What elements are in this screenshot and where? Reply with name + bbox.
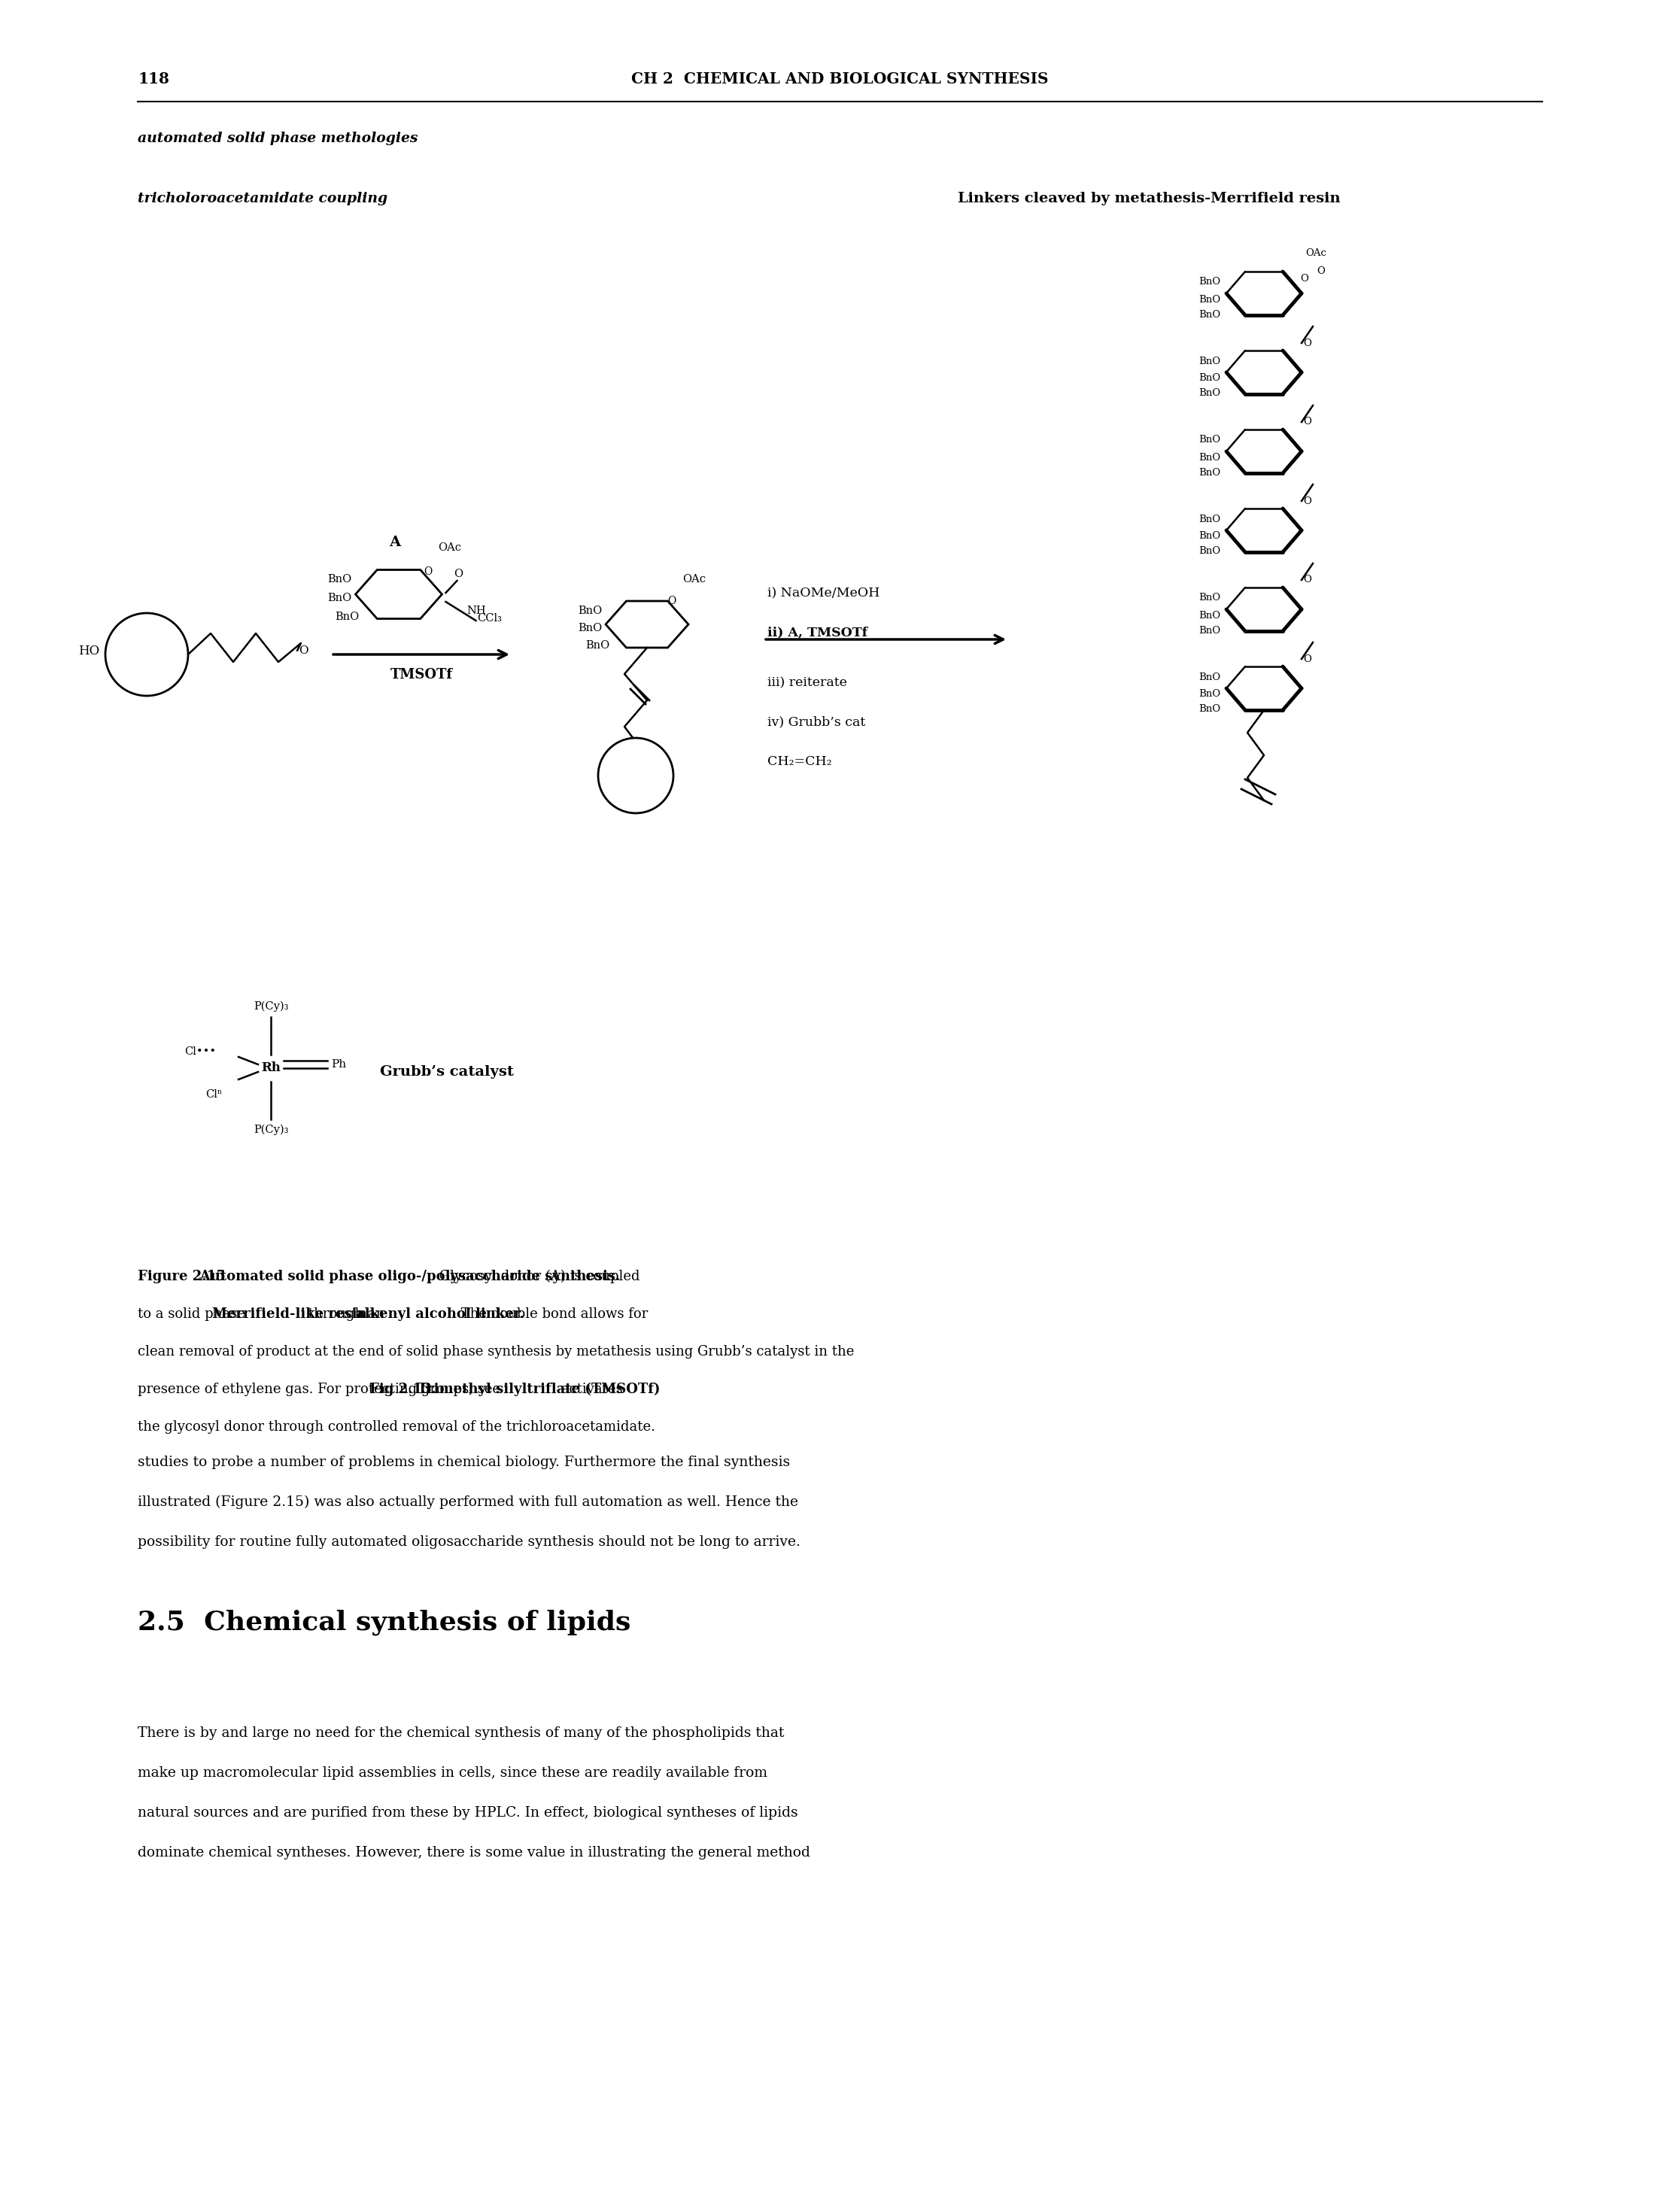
Text: natural sources and are purified from these by HPLC. In effect, biological synth: natural sources and are purified from th… bbox=[138, 1806, 798, 1819]
Circle shape bbox=[106, 612, 188, 695]
Text: TMSOTf: TMSOTf bbox=[390, 669, 452, 682]
Polygon shape bbox=[1226, 428, 1302, 472]
Text: illustrated (Figure 2.15) was also actually performed with full automation as we: illustrated (Figure 2.15) was also actua… bbox=[138, 1495, 798, 1508]
Text: iv) Grubb’s cat: iv) Grubb’s cat bbox=[768, 715, 865, 728]
Text: BnO: BnO bbox=[1198, 374, 1220, 383]
Text: OAc: OAc bbox=[438, 542, 462, 553]
Polygon shape bbox=[1226, 667, 1302, 710]
Text: BnO: BnO bbox=[1198, 435, 1220, 446]
Polygon shape bbox=[1226, 588, 1302, 632]
Text: Linkers cleaved by metathesis-Merrifield resin: Linkers cleaved by metathesis-Merrifield… bbox=[958, 192, 1341, 205]
Text: through an: through an bbox=[304, 1307, 388, 1320]
Polygon shape bbox=[356, 571, 442, 619]
Polygon shape bbox=[1226, 350, 1302, 393]
Text: O: O bbox=[1304, 654, 1312, 665]
Text: the glycosyl donor through controlled removal of the trichloroacetamidate.: the glycosyl donor through controlled re… bbox=[138, 1421, 655, 1434]
Text: BnO: BnO bbox=[1198, 468, 1220, 477]
Text: HO: HO bbox=[79, 645, 99, 658]
Text: O: O bbox=[1304, 496, 1312, 505]
Text: The double bond allows for: The double bond allows for bbox=[457, 1307, 648, 1320]
Text: A: A bbox=[390, 536, 400, 549]
Text: O: O bbox=[1300, 273, 1309, 284]
Text: alkenyl alcohol linker.: alkenyl alcohol linker. bbox=[356, 1307, 524, 1320]
Text: BnO: BnO bbox=[1198, 278, 1220, 286]
Text: O: O bbox=[632, 743, 640, 754]
Text: BnO: BnO bbox=[1198, 514, 1220, 525]
Text: clean removal of product at the end of solid phase synthesis by metathesis using: clean removal of product at the end of s… bbox=[138, 1344, 855, 1358]
Text: make up macromolecular lipid assemblies in cells, since these are readily availa: make up macromolecular lipid assemblies … bbox=[138, 1766, 768, 1779]
Text: P(Cy)₃: P(Cy)₃ bbox=[254, 1124, 289, 1135]
Text: Clⁿ: Clⁿ bbox=[205, 1089, 222, 1100]
Text: OAc: OAc bbox=[682, 575, 706, 584]
Text: O: O bbox=[299, 645, 307, 656]
Text: Cl•••: Cl••• bbox=[185, 1047, 217, 1056]
Text: There is by and large no need for the chemical synthesis of many of the phosphol: There is by and large no need for the ch… bbox=[138, 1727, 785, 1740]
Text: BnO: BnO bbox=[1198, 671, 1220, 682]
Text: BnO: BnO bbox=[1198, 546, 1220, 555]
Text: BnO: BnO bbox=[1198, 356, 1220, 365]
Text: O: O bbox=[1304, 339, 1312, 348]
Text: 118: 118 bbox=[138, 72, 170, 87]
Polygon shape bbox=[606, 601, 689, 647]
Text: Figure 2.15: Figure 2.15 bbox=[138, 1270, 225, 1283]
Text: Ph: Ph bbox=[331, 1060, 346, 1069]
Text: CH₂=CH₂: CH₂=CH₂ bbox=[768, 754, 832, 767]
Text: Rh: Rh bbox=[260, 1062, 281, 1076]
Text: Glycosyl donor (A) is coupled: Glycosyl donor (A) is coupled bbox=[435, 1270, 640, 1283]
Text: O: O bbox=[1304, 418, 1312, 426]
Text: CH 2  CHEMICAL AND BIOLOGICAL SYNTHESIS: CH 2 CHEMICAL AND BIOLOGICAL SYNTHESIS bbox=[632, 72, 1048, 87]
Text: BnO: BnO bbox=[334, 612, 360, 623]
Text: CCl₃: CCl₃ bbox=[477, 612, 502, 623]
Text: O: O bbox=[1317, 267, 1326, 275]
Polygon shape bbox=[1226, 271, 1302, 315]
Text: possibility for routine fully automated oligosaccharide synthesis should not be : possibility for routine fully automated … bbox=[138, 1535, 800, 1550]
Text: BnO: BnO bbox=[1198, 453, 1220, 461]
Text: iii) reiterate: iii) reiterate bbox=[768, 678, 847, 689]
Text: BnO: BnO bbox=[1198, 704, 1220, 715]
Text: O: O bbox=[423, 566, 433, 577]
Text: i) NaOMe/MeOH: i) NaOMe/MeOH bbox=[768, 586, 880, 599]
Text: OAc: OAc bbox=[1305, 249, 1326, 258]
Text: Trimethyl silyltriflate (TMSOTf): Trimethyl silyltriflate (TMSOTf) bbox=[417, 1382, 660, 1397]
Text: BnO: BnO bbox=[1198, 625, 1220, 636]
Text: Grubb’s catalyst: Grubb’s catalyst bbox=[380, 1065, 514, 1078]
Text: BnO: BnO bbox=[585, 640, 610, 651]
Text: O: O bbox=[667, 597, 675, 606]
Text: P(Cy)₃: P(Cy)₃ bbox=[254, 1001, 289, 1012]
Text: BnO: BnO bbox=[1198, 592, 1220, 603]
Text: BnO: BnO bbox=[1198, 310, 1220, 319]
Text: O: O bbox=[454, 568, 464, 579]
Circle shape bbox=[598, 739, 674, 813]
Text: NH: NH bbox=[467, 606, 486, 616]
Text: studies to probe a number of problems in chemical biology. Furthermore the final: studies to probe a number of problems in… bbox=[138, 1456, 790, 1469]
Text: automated solid phase methologies: automated solid phase methologies bbox=[138, 131, 418, 144]
Text: BnO: BnO bbox=[578, 623, 601, 634]
Polygon shape bbox=[1226, 509, 1302, 553]
Text: dominate chemical syntheses. However, there is some value in illustrating the ge: dominate chemical syntheses. However, th… bbox=[138, 1845, 810, 1860]
Text: activates: activates bbox=[556, 1382, 623, 1397]
Text: BnO: BnO bbox=[1198, 610, 1220, 621]
Text: BnO: BnO bbox=[1198, 389, 1220, 398]
Text: 2.5  Chemical synthesis of lipids: 2.5 Chemical synthesis of lipids bbox=[138, 1609, 630, 1635]
Text: BnO: BnO bbox=[328, 592, 351, 603]
Text: presence of ethylene gas. For protecting groups, see: presence of ethylene gas. For protecting… bbox=[138, 1382, 504, 1397]
Text: BnO: BnO bbox=[578, 606, 601, 616]
Text: to a solid phase: to a solid phase bbox=[138, 1307, 250, 1320]
Text: BnO: BnO bbox=[1198, 689, 1220, 700]
Text: Merrifield-like resin: Merrifield-like resin bbox=[212, 1307, 366, 1320]
Text: O: O bbox=[1304, 575, 1312, 586]
Text: BnO: BnO bbox=[1198, 531, 1220, 542]
Text: BnO: BnO bbox=[1198, 295, 1220, 304]
Text: Fig 2.13.: Fig 2.13. bbox=[370, 1382, 437, 1397]
Text: tricholoroacetamidate coupling: tricholoroacetamidate coupling bbox=[138, 192, 388, 205]
Text: BnO: BnO bbox=[328, 575, 351, 584]
Text: ii) A, TMSOTf: ii) A, TMSOTf bbox=[768, 625, 867, 638]
Text: Automated solid phase oligo-/polysaccharide synthesis.: Automated solid phase oligo-/polysacchar… bbox=[186, 1270, 620, 1283]
